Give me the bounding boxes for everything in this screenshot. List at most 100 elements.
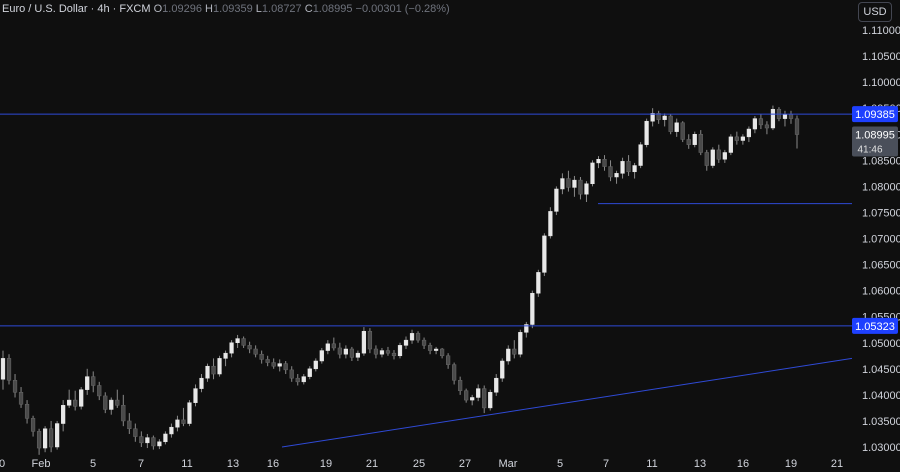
- time-axis[interactable]: 0 Feb 5 7 11 13 16 19 21 25 27 Mar 5 7 11 13 16 19 21: [0, 458, 843, 470]
- candle-body: [692, 134, 697, 145]
- level-price-badge: [852, 106, 898, 123]
- last-price-badge: [852, 126, 898, 157]
- symbol-legend: Euro / U.S. Dollar · 4h · FXCM O1.09296 …: [2, 3, 450, 15]
- price-tick-label: 1.04000: [862, 390, 900, 402]
- candle-body: [145, 437, 150, 444]
- candle: [6, 354, 12, 385]
- candle: [253, 345, 258, 358]
- candle: [734, 131, 739, 145]
- candle: [470, 394, 475, 406]
- candle-body: [626, 161, 631, 173]
- candle: [319, 347, 324, 364]
- candle: [698, 130, 703, 156]
- candle-body: [97, 385, 102, 397]
- candle: [163, 431, 168, 445]
- candle: [385, 346, 391, 356]
- candle-body: [722, 152, 727, 160]
- candle-body: [349, 348, 354, 358]
- price-tick-label: 1.07500: [862, 207, 900, 219]
- candle-body: [277, 363, 282, 367]
- candle-body: [638, 144, 643, 166]
- candle: [668, 114, 673, 135]
- candle: [403, 336, 409, 350]
- candle-body: [373, 348, 379, 355]
- candle-body: [728, 136, 733, 153]
- trendline: [281, 357, 853, 448]
- bar-countdown: 41:46: [857, 145, 882, 156]
- candle-body: [30, 418, 36, 432]
- candle: [223, 350, 228, 367]
- candle-body: [452, 364, 457, 381]
- candle: [343, 345, 348, 359]
- candle: [85, 368, 90, 395]
- candle-body: [524, 324, 529, 333]
- candle: [97, 381, 102, 401]
- candle: [596, 156, 601, 169]
- candle: [692, 131, 697, 148]
- candle: [139, 431, 144, 447]
- candle-body: [427, 345, 433, 351]
- candle-body: [271, 362, 276, 367]
- candle-body: [608, 166, 613, 178]
- candle: [325, 340, 330, 355]
- candle: [103, 392, 108, 414]
- candle-body: [536, 272, 541, 294]
- candle-body: [187, 402, 192, 424]
- candle-body: [656, 113, 661, 120]
- candle: [211, 358, 216, 380]
- currency-button[interactable]: USD: [858, 2, 892, 22]
- candle-body: [518, 332, 523, 355]
- price-tick-label: 1.08000: [862, 181, 900, 193]
- high-value: 1.09359: [212, 3, 253, 15]
- candle: [704, 149, 709, 171]
- time-tick-label: Mar: [499, 458, 518, 470]
- candle-body: [584, 183, 589, 195]
- candle: [361, 327, 367, 356]
- candle-body: [379, 350, 385, 355]
- candle: [536, 269, 541, 297]
- symbol-title[interactable]: Euro / U.S. Dollar · 4h · FXCM: [2, 3, 151, 15]
- candle: [458, 376, 463, 395]
- candle-body: [235, 338, 240, 343]
- candle-body: [650, 113, 655, 122]
- price-tick-label: 1.07000: [862, 234, 900, 246]
- candle-body: [67, 399, 72, 406]
- price-axis[interactable]: 1.110001.105001.100001.095001.090001.085…: [852, 0, 900, 472]
- candle-body: [325, 343, 330, 351]
- candle: [283, 360, 288, 375]
- candle-body: [614, 173, 619, 178]
- candle-body: [109, 399, 114, 410]
- candle-body: [42, 428, 48, 449]
- candle: [277, 359, 282, 372]
- candle-body: [403, 339, 409, 346]
- candle-body: [91, 376, 96, 386]
- candle: [494, 374, 499, 396]
- candle: [367, 328, 373, 354]
- candle: [620, 157, 625, 179]
- time-tick-label: Feb: [32, 458, 51, 470]
- candle-body: [764, 124, 770, 129]
- candle-body: [409, 333, 415, 341]
- candle: [500, 358, 505, 382]
- candle: [157, 439, 162, 450]
- candle: [313, 358, 318, 372]
- candle: [578, 176, 583, 200]
- candle: [439, 347, 445, 359]
- candle: [728, 134, 733, 156]
- candle: [193, 384, 198, 407]
- candle: [12, 374, 18, 398]
- close-value: 1.08995: [312, 3, 353, 15]
- candle-body: [0, 358, 6, 380]
- candle-body: [295, 377, 300, 383]
- candle-body: [415, 333, 421, 341]
- candle-body: [217, 358, 222, 375]
- candle-body: [157, 441, 162, 447]
- candle-body: [181, 419, 186, 424]
- candle-body: [554, 188, 559, 212]
- candle: [584, 181, 589, 203]
- price-tick-label: 1.10000: [862, 77, 900, 89]
- candle: [572, 175, 577, 197]
- candle: [602, 155, 607, 171]
- candle-body: [301, 376, 306, 383]
